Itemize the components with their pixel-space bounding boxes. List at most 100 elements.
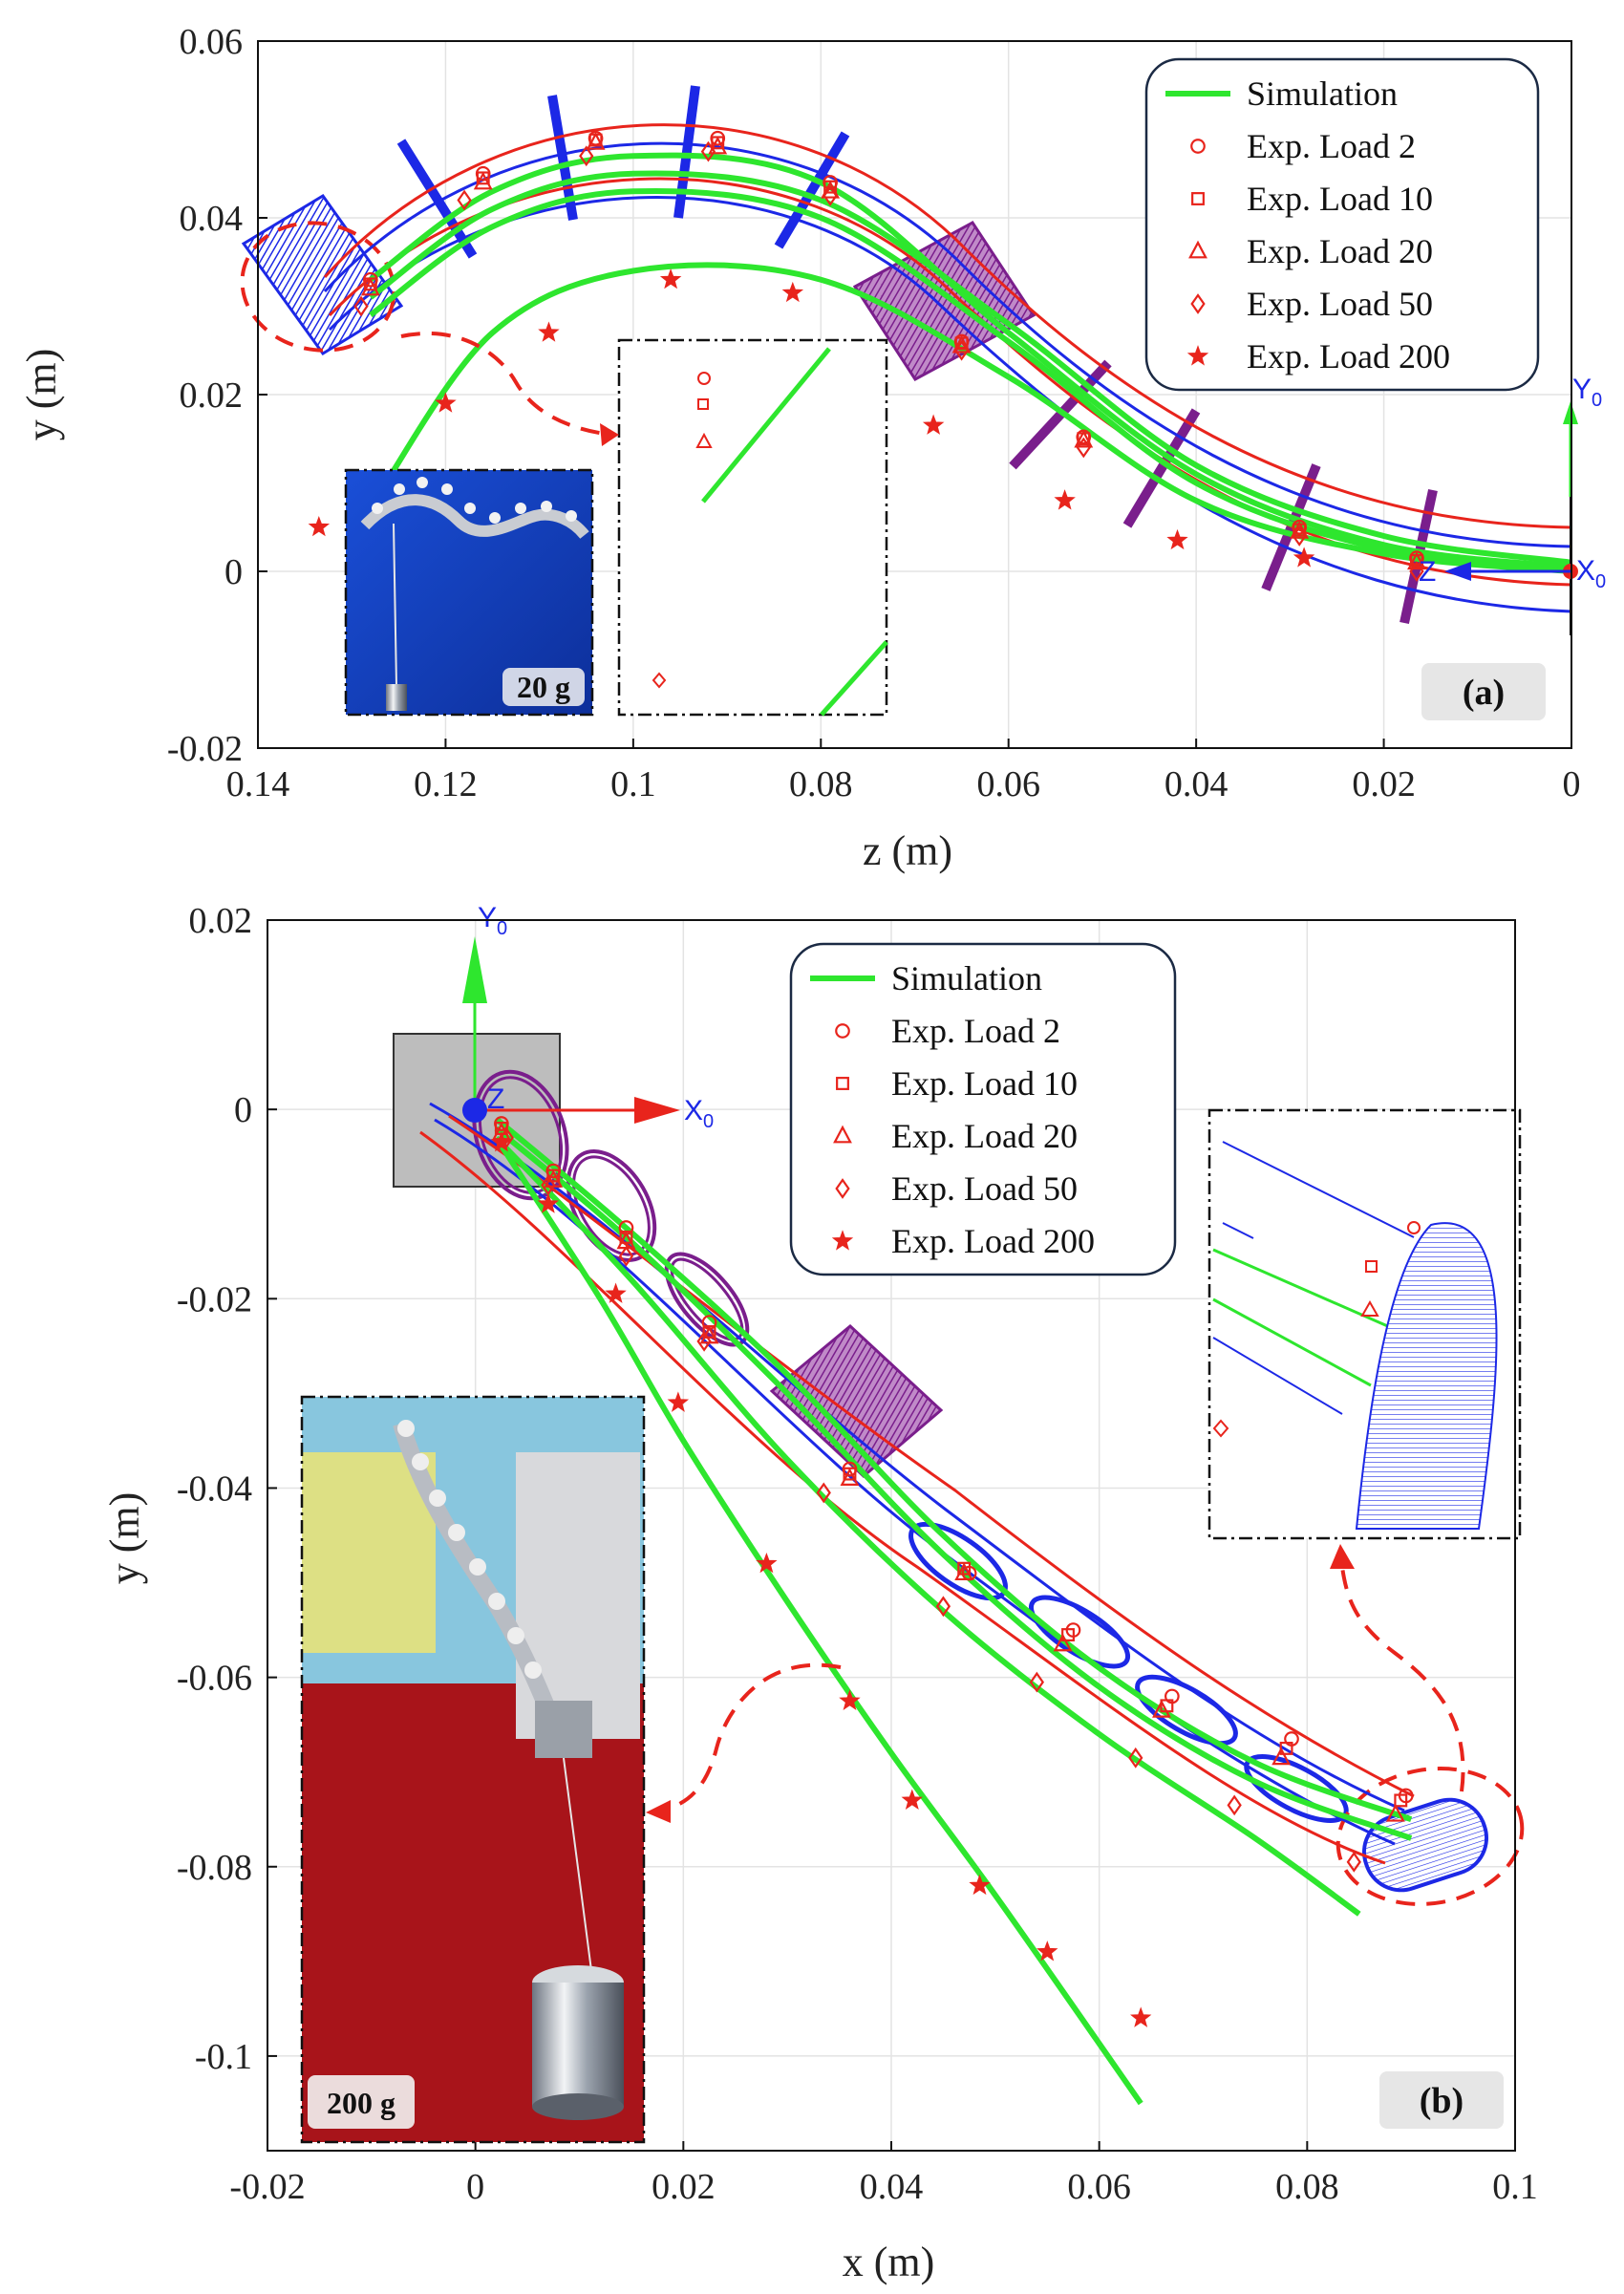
x-tick-label: 0.02 bbox=[652, 2167, 716, 2207]
legend-label: Exp. Load 2 bbox=[891, 1012, 1060, 1050]
x-tick-label: 0.04 bbox=[860, 2167, 924, 2207]
legend-label: Exp. Load 2 bbox=[1247, 127, 1416, 165]
exp-point-triangle bbox=[840, 1468, 860, 1486]
exp-point-star bbox=[667, 1391, 690, 1412]
legend-entry: Exp. Load 10 bbox=[836, 1064, 1078, 1103]
x-tick-label: 0.06 bbox=[976, 764, 1040, 804]
exp-point-triangle bbox=[954, 1562, 974, 1581]
x-tick-label: -0.02 bbox=[229, 2167, 305, 2207]
legend-label: Exp. Load 50 bbox=[1247, 285, 1433, 323]
mid-block-a bbox=[852, 221, 1036, 381]
frame-b-z-label: Z bbox=[487, 1083, 504, 1115]
load-label-b: 200 g bbox=[327, 2086, 395, 2120]
simulation-line bbox=[494, 1135, 1361, 1917]
exp-point-diamond bbox=[457, 189, 472, 211]
legend-label: Exp. Load 200 bbox=[1247, 337, 1450, 375]
legend-entry: Simulation bbox=[1165, 75, 1398, 113]
y-tick-label: -0.08 bbox=[177, 1848, 252, 1888]
exp-point-diamond bbox=[618, 1245, 634, 1267]
legend-entry: Exp. Load 20 bbox=[833, 1117, 1078, 1155]
photo-inset-a: 20 g bbox=[344, 468, 594, 717]
exp-point-star bbox=[605, 1282, 627, 1303]
svg-text:(a): (a) bbox=[1463, 673, 1505, 713]
legend-a: Simulation Exp. Load 2 Exp. Load 10 Exp. Lo… bbox=[1144, 57, 1540, 392]
x-axis-label-a: z (m) bbox=[863, 827, 952, 874]
frame-a-x-label: X0 bbox=[1576, 555, 1606, 592]
legend-swatch-triangle bbox=[833, 1125, 852, 1144]
x-tick-label: 0.04 bbox=[1165, 764, 1229, 804]
legend-swatch-circle bbox=[1190, 139, 1206, 154]
legend-label: Exp. Load 10 bbox=[891, 1064, 1078, 1103]
base-block-a bbox=[240, 193, 404, 356]
y-tick-label: 0.06 bbox=[180, 22, 244, 62]
zoom-inset-a bbox=[400, 331, 888, 717]
legend-label: Exp. Load 10 bbox=[1247, 180, 1433, 218]
exp-point-diamond bbox=[1292, 525, 1307, 547]
rings-b bbox=[472, 1069, 1525, 1906]
exp-point-star bbox=[781, 281, 804, 303]
exp-point-diamond bbox=[696, 1330, 712, 1352]
y-tick-label: -0.06 bbox=[177, 1659, 252, 1699]
legend-entry: Exp. Load 200 bbox=[1186, 337, 1450, 375]
x-tick-label: 0.02 bbox=[1352, 764, 1416, 804]
legend-swatch-diamond bbox=[1190, 293, 1206, 314]
x-tick-label: 0.14 bbox=[226, 764, 290, 804]
frame-b-x-label: X0 bbox=[684, 1095, 714, 1132]
exp-point-star bbox=[1166, 528, 1188, 550]
x-tick-label: 0 bbox=[1563, 764, 1581, 804]
legend-entry: Exp. Load 50 bbox=[1190, 285, 1433, 323]
legend-label: Exp. Load 20 bbox=[1247, 232, 1433, 270]
x-tick-label: 0.12 bbox=[414, 764, 478, 804]
frame-a-z-label: Z bbox=[1419, 556, 1436, 588]
exp-point-triangle bbox=[1385, 1803, 1405, 1822]
exp-point-triangle bbox=[586, 132, 606, 150]
legend-label: Simulation bbox=[1247, 75, 1398, 113]
series-a bbox=[308, 130, 1572, 582]
legend-swatch-star bbox=[1186, 345, 1209, 366]
exp-point-star bbox=[922, 414, 945, 435]
legend-label: Exp. Load 50 bbox=[891, 1169, 1078, 1208]
exp-point-square bbox=[1394, 1793, 1408, 1808]
exp-point-diamond bbox=[1227, 1794, 1242, 1816]
legend-swatch-square bbox=[1191, 192, 1205, 205]
exp-point-triangle bbox=[821, 180, 841, 199]
y-axis-label-a: y (m) bbox=[18, 349, 65, 441]
legend-entry: Exp. Load 50 bbox=[835, 1169, 1078, 1208]
x-tick-label: 0.08 bbox=[789, 764, 853, 804]
exp-point-diamond bbox=[1076, 437, 1091, 459]
legend-label: Exp. Load 200 bbox=[891, 1222, 1095, 1260]
exp-point-triangle bbox=[951, 334, 972, 354]
exp-point-diamond bbox=[353, 295, 369, 317]
y-tick-label: 0.02 bbox=[180, 375, 244, 416]
exp-point-triangle bbox=[1271, 1747, 1292, 1766]
exp-point-diamond bbox=[935, 1596, 951, 1618]
legend-swatch-diamond bbox=[835, 1178, 850, 1199]
y-tick-label: -0.1 bbox=[195, 2037, 252, 2077]
series-b bbox=[490, 1116, 1414, 2106]
exp-point-triangle bbox=[1074, 429, 1094, 448]
legend-swatch-circle bbox=[835, 1023, 850, 1039]
axes-frame-a bbox=[257, 40, 1572, 749]
legend-swatch-star bbox=[831, 1230, 854, 1251]
panel-label-a: (a) bbox=[1421, 663, 1546, 720]
x-tick-label: 0.1 bbox=[610, 764, 656, 804]
exp-point-diamond bbox=[953, 339, 970, 361]
y-tick-label: -0.02 bbox=[167, 729, 243, 769]
exp-point-star bbox=[1130, 2006, 1152, 2027]
panel-a: 0.14 0.12 0.1 0.08 0.06 0.04 0.02 0 -0.02 0 0.02 0.… bbox=[18, 22, 1606, 874]
exp-point-triangle bbox=[360, 277, 380, 296]
frame-b: Y0 X0 Z bbox=[462, 902, 714, 1132]
legend-b: Simulation Exp. Load 2 Exp. Load 10 Exp. Lo… bbox=[789, 942, 1177, 1276]
exp-point-star bbox=[969, 1874, 991, 1896]
exp-point-diamond bbox=[1029, 1671, 1045, 1693]
y-tick-label: 0.04 bbox=[180, 199, 244, 239]
exp-point-diamond bbox=[1346, 1851, 1361, 1873]
y-tick-label: 0 bbox=[224, 552, 243, 592]
legend-entry: Exp. Load 20 bbox=[1188, 232, 1433, 270]
exp-point-triangle bbox=[473, 171, 493, 190]
frame-b-y-label: Y0 bbox=[478, 902, 507, 939]
exp-point-star bbox=[1054, 489, 1076, 510]
exp-point-star bbox=[538, 321, 560, 342]
exp-point-triangle bbox=[708, 136, 728, 155]
legend-entry: Exp. Load 2 bbox=[1190, 127, 1416, 165]
